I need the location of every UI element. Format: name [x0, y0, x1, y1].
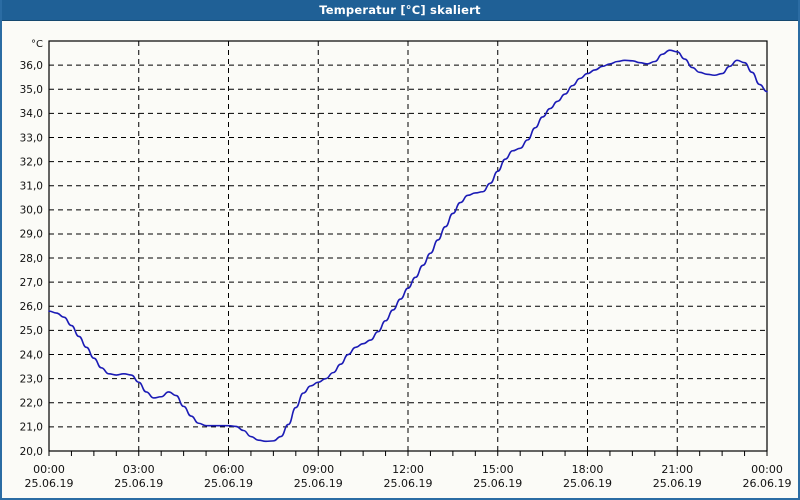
- window-title-bar: Temperatur [°C] skaliert: [2, 0, 798, 21]
- x-axis-tick-time: 18:00: [572, 463, 604, 476]
- chart-background: [2, 21, 798, 498]
- temperature-series-line: [48, 49, 768, 443]
- x-axis-tick-date: 25.06.19: [563, 477, 612, 490]
- y-axis-tick-label: 24,0: [20, 349, 43, 361]
- y-axis-tick-label: 27,0: [20, 277, 43, 289]
- x-axis-tick-time: 00:00: [33, 463, 65, 476]
- y-axis-tick-label: 23,0: [20, 373, 43, 385]
- x-axis-tick-date: 25.06.19: [114, 477, 163, 490]
- x-axis-tick-time: 09:00: [302, 463, 334, 476]
- chart-canvas: °C 36,0 35,0 34,0 33,0 32,0 31,0 30,0 29,0 28,0 2…: [2, 21, 798, 498]
- x-axis-tick-date: 25.06.19: [473, 477, 522, 490]
- x-axis-tick-date: 25.06.19: [294, 477, 343, 490]
- y-axis-tick-label: 31,0: [20, 181, 43, 193]
- y-axis-tick-labels: 36,0 35,0 34,0 33,0 32,0 31,0 30,0 29,0 28,0 27,0…: [20, 60, 43, 458]
- y-axis-tick-label: 25,0: [20, 325, 43, 337]
- y-axis-unit-label: °C: [31, 39, 43, 50]
- y-axis-tick-label: 33,0: [20, 132, 43, 144]
- y-axis-tick-label: 26,0: [20, 301, 43, 313]
- y-axis-tick-label: 34,0: [20, 108, 43, 120]
- y-axis-tick-label: 22,0: [20, 398, 43, 410]
- x-axis-minor-ticks: [48, 451, 768, 456]
- y-axis-tick-label: 20,0: [20, 446, 43, 458]
- y-axis-tick-label: 28,0: [20, 253, 43, 265]
- y-axis-tick-label: 36,0: [20, 60, 43, 72]
- y-axis-tick-label: 30,0: [20, 205, 43, 217]
- page-title: Temperatur [°C] skaliert: [319, 3, 481, 17]
- horizontal-gridlines: [49, 64, 767, 428]
- x-axis-tick-time: 12:00: [392, 463, 424, 476]
- x-axis-tick-time: 03:00: [123, 463, 155, 476]
- y-axis-tick-label: 35,0: [20, 84, 43, 96]
- x-axis-tick-labels: 00:0025.06.1903:0025.06.1906:0025.06.190…: [25, 463, 792, 490]
- y-axis-tick-label: 32,0: [20, 156, 43, 168]
- x-axis-tick-date: 25.06.19: [653, 477, 702, 490]
- x-axis-tick-date: 25.06.19: [384, 477, 433, 490]
- y-axis-tick-label: 21,0: [20, 422, 43, 434]
- plot-frame: [48, 40, 768, 452]
- x-axis-tick-time: 21:00: [661, 463, 693, 476]
- x-axis-tick-time: 15:00: [482, 463, 514, 476]
- x-axis-tick-date: 25.06.19: [204, 477, 253, 490]
- y-axis-tick-label: 29,0: [20, 229, 43, 241]
- x-axis-tick-date: 26.06.19: [743, 477, 792, 490]
- temperature-line-chart: °C 36,0 35,0 34,0 33,0 32,0 31,0 30,0 29,0 28,0 2…: [2, 21, 798, 498]
- x-axis-tick-time: 06:00: [213, 463, 245, 476]
- x-axis-tick-date: 25.06.19: [25, 477, 74, 490]
- x-axis-tick-time: 00:00: [751, 463, 783, 476]
